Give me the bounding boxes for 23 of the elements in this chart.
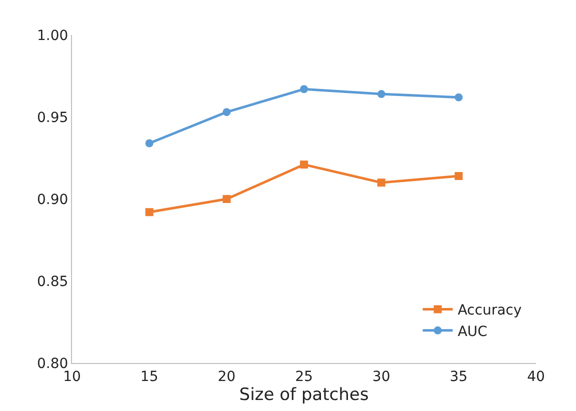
x-tick-label: 30 <box>372 368 390 385</box>
point <box>145 139 154 148</box>
x-tick-label: 35 <box>450 368 468 385</box>
y-tick-label: 1.00 <box>37 28 68 44</box>
point <box>377 90 386 98</box>
point <box>300 85 308 94</box>
point <box>222 195 231 203</box>
y-tick-label: 0.95 <box>37 110 68 126</box>
y-tick-label: 0.85 <box>37 274 68 290</box>
point <box>300 160 308 169</box>
legend-label: Accuracy <box>458 302 522 319</box>
point <box>222 108 231 116</box>
point <box>454 93 463 102</box>
x-tick-label: 20 <box>218 368 236 385</box>
legend-label: AUC <box>458 324 488 340</box>
point <box>377 178 386 187</box>
point <box>145 208 154 216</box>
y-tick-label: 0.90 <box>37 192 68 208</box>
x-tick-label: 25 <box>295 368 313 385</box>
x-tick-label: 15 <box>140 368 158 385</box>
point <box>454 172 463 180</box>
x-axis-title: Size of patches <box>239 384 369 405</box>
x-tick-label: 40 <box>527 368 545 385</box>
